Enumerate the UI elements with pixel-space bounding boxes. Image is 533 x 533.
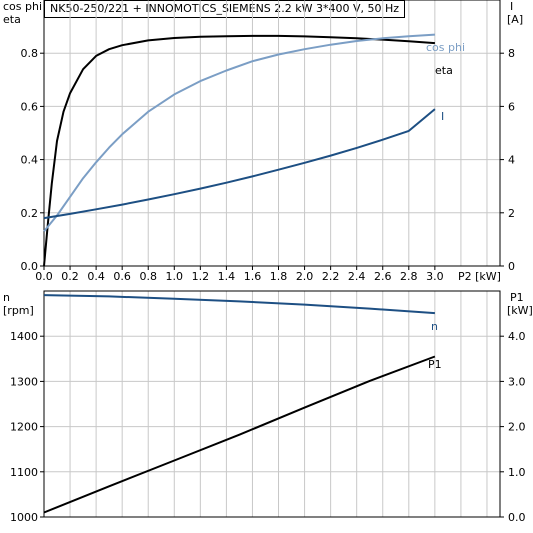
x-tick-label: 0.2 bbox=[61, 270, 79, 283]
y-tick-label-right: 3.0 bbox=[508, 375, 526, 388]
x-tick-label: 1.6 bbox=[244, 270, 262, 283]
x-tick-label: 0.6 bbox=[113, 270, 131, 283]
y-axis-label-right-unit: [A] bbox=[507, 13, 523, 26]
x-tick-label: 1.4 bbox=[218, 270, 236, 283]
chart-title: NK50-250/221 + INNOMOTICS_SIEMENS 2.2 kW… bbox=[44, 0, 406, 18]
y-axis-label-left-unit: eta bbox=[3, 13, 21, 26]
x-tick-label: 2.2 bbox=[322, 270, 340, 283]
series-line-eta bbox=[43, 34, 435, 267]
y-tick-label-right: 2.0 bbox=[508, 421, 526, 434]
series-line-I bbox=[43, 108, 436, 220]
y-tick-label-left: 1400 bbox=[10, 330, 38, 343]
y-tick-label-right: 4.0 bbox=[508, 330, 526, 343]
y-tick-label-left: 0.2 bbox=[21, 207, 39, 220]
y-axis-label-left-unit: [rpm] bbox=[3, 304, 34, 317]
x-tick-label: 2.4 bbox=[348, 270, 366, 283]
x-tick-label: 0.8 bbox=[139, 270, 157, 283]
y-axis-label-left: n bbox=[3, 291, 10, 304]
y-tick-label-left: 1000 bbox=[10, 511, 38, 524]
series-label-cos-phi: cos phi bbox=[426, 41, 465, 54]
y-tick-label-left: 1300 bbox=[10, 375, 38, 388]
series-label-I: I bbox=[441, 110, 444, 123]
series-line-cos-phi bbox=[43, 33, 435, 233]
x-tick-label: 1.2 bbox=[192, 270, 210, 283]
y-tick-label-right: 8 bbox=[508, 47, 515, 60]
x-tick-label: 1.8 bbox=[270, 270, 288, 283]
x-tick-label: 1.0 bbox=[166, 270, 184, 283]
series-label-P1: P1 bbox=[428, 358, 442, 371]
x-tick-label: 0.0 bbox=[35, 270, 53, 283]
x-tick-label: 2.6 bbox=[374, 270, 392, 283]
y-tick-label-right: 0 bbox=[508, 260, 515, 273]
y-tick-label-left: 0.6 bbox=[21, 100, 39, 113]
y-axis-label-right: I bbox=[510, 0, 513, 13]
series-label-eta: eta bbox=[435, 64, 453, 77]
series-label-n: n bbox=[431, 320, 438, 333]
series-line-P1 bbox=[43, 355, 436, 514]
y-tick-label-right: 6 bbox=[508, 100, 515, 113]
y-tick-label-left: 0.0 bbox=[21, 260, 39, 273]
x-axis-label: P2 [kW] bbox=[458, 270, 501, 283]
x-tick-label: 2.0 bbox=[296, 270, 314, 283]
x-tick-label: 0.4 bbox=[87, 270, 105, 283]
y-tick-label-left: 1200 bbox=[10, 421, 38, 434]
y-tick-label-left: 0.4 bbox=[21, 154, 39, 167]
x-tick-label: 3.0 bbox=[426, 270, 444, 283]
y-tick-label-right: 1.0 bbox=[508, 466, 526, 479]
y-tick-label-right: 4 bbox=[508, 154, 515, 167]
y-tick-label-left: 1100 bbox=[10, 466, 38, 479]
y-tick-label-right: 0.0 bbox=[508, 511, 526, 524]
plot-frame bbox=[43, 0, 501, 267]
x-tick-label: 2.8 bbox=[400, 270, 418, 283]
plot-frame bbox=[43, 290, 501, 518]
y-tick-label-left: 0.8 bbox=[21, 47, 39, 60]
y-axis-label-right: P1 bbox=[510, 291, 524, 304]
y-tick-label-right: 2 bbox=[508, 207, 515, 220]
y-axis-label-right-unit: [kW] bbox=[507, 304, 533, 317]
y-axis-label-left: cos phi bbox=[3, 0, 42, 13]
series-line-n bbox=[43, 294, 435, 315]
